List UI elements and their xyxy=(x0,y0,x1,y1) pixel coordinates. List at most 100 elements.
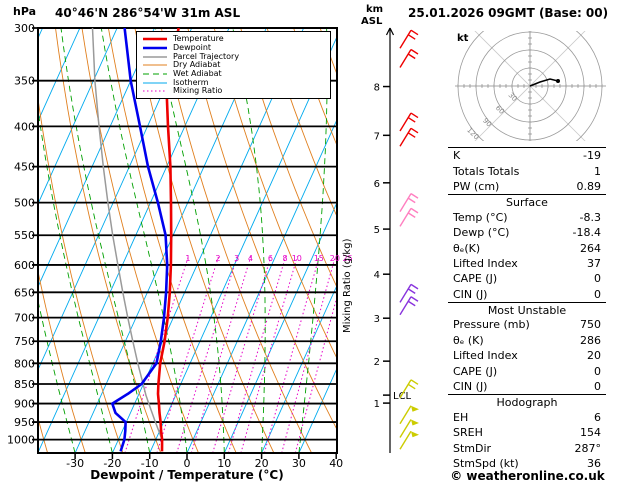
legend-item-label: Parcel Trajectory xyxy=(173,51,240,61)
row-label: Temp (°C) xyxy=(453,210,508,224)
km-tick-label: 1 xyxy=(374,399,380,410)
hodograph-ring-label: 30 xyxy=(507,91,519,103)
temperature-curve xyxy=(156,28,180,452)
wind-barb xyxy=(399,283,419,303)
table-row: Dewp (°C) -18.4 xyxy=(448,225,606,240)
temp-tick-labels: -30 -20 -10 0 10 20 30 40 xyxy=(66,454,343,470)
row-value: 36 xyxy=(587,457,601,470)
temp-tick-label: 10 xyxy=(217,457,231,470)
row-value: 286 xyxy=(580,333,601,347)
legend-box: Temperature Dewpoint Parcel Trajectory Dry … xyxy=(136,31,331,99)
row-value: 6 xyxy=(594,410,601,424)
row-label: StmSpd (kt) xyxy=(453,457,519,470)
lcl-label: LCL xyxy=(393,391,412,402)
background-lines xyxy=(38,28,337,453)
dewpoint-curve xyxy=(111,28,169,452)
hodograph-ring xyxy=(493,49,567,123)
hodograph-ring-label: 60 xyxy=(494,104,506,116)
temp-tick-label: 40 xyxy=(329,457,343,470)
temp-tick-label: -20 xyxy=(103,457,121,470)
wind-barb xyxy=(399,29,419,49)
legend-item-label: Dewpoint xyxy=(173,43,212,53)
row-value: 264 xyxy=(580,241,601,255)
wind-barb xyxy=(399,430,419,450)
legend-item: Parcel Trajectory xyxy=(142,52,330,61)
pressure-tick-label: 950 xyxy=(14,416,35,429)
mixing-ratio-value-label: 20 xyxy=(330,254,340,263)
temp-axis-label: Dewpoint / Temperature (°C) xyxy=(90,468,284,482)
table-row: Pressure (mb) 750 xyxy=(448,317,606,332)
wind-barb xyxy=(399,419,419,438)
mixing-ratio-value-label: 25 xyxy=(343,254,353,263)
table-row: CAPE (J) 0 xyxy=(448,271,606,286)
row-value: 20 xyxy=(587,349,601,363)
run-date-title: 25.01.2026 09GMT (Base: 00) xyxy=(408,6,609,20)
hodograph-trace-end-dot xyxy=(556,79,560,83)
hodograph-unit-label: kt xyxy=(457,33,469,44)
table-row: CIN (J) 0 xyxy=(448,379,606,394)
legend-line-sample xyxy=(143,38,167,41)
row-value: 0 xyxy=(594,287,601,301)
row-label: Totals Totals xyxy=(453,164,520,178)
km-tick-label: 3 xyxy=(374,314,380,325)
row-label: EH xyxy=(453,410,469,424)
wind-barb xyxy=(399,405,419,425)
table-row: EH 6 xyxy=(448,410,606,425)
temp-tick-label: 20 xyxy=(255,457,269,470)
table-row: StmSpd (kt) 36 xyxy=(448,456,606,471)
indices-table: K -19 Totals Totals 1 PW (cm) 0.89 Surface Temp… xyxy=(448,147,606,471)
row-label: StmDir xyxy=(453,441,492,455)
km-axis-unit: km xyxy=(366,4,384,15)
copyright: © weatheronline.co.uk xyxy=(450,469,605,483)
row-value: 287° xyxy=(574,441,602,455)
km-tick-label: 6 xyxy=(374,179,380,190)
row-value: 0 xyxy=(594,272,601,286)
pressure-tick-label: 300 xyxy=(14,22,35,35)
km-axis: 1 2 3 4 5 6 7 8 LCL xyxy=(374,27,412,453)
legend-item: Wet Adiabat xyxy=(142,70,330,79)
section-header-label: Hodograph xyxy=(496,395,558,409)
pressure-tick-label: 750 xyxy=(14,335,35,348)
row-value: 37 xyxy=(587,256,601,270)
pressure-tick-label: 850 xyxy=(14,378,35,391)
wind-barb xyxy=(399,207,419,227)
table-row: K -19 xyxy=(448,148,606,163)
hodograph-ring xyxy=(457,31,603,141)
row-label: CAPE (J) xyxy=(453,364,498,378)
legend-line-sample xyxy=(143,90,167,92)
mixing-ratio-value-label: 2 xyxy=(215,254,220,263)
pressure-tick-label: 600 xyxy=(14,259,35,272)
mixing-ratio-value-labels: 1 2 3 4 6 8 10 15 20 25 xyxy=(185,254,352,263)
legend-line-sample xyxy=(143,73,167,75)
dry-adiabat-lines xyxy=(38,28,337,453)
parcel-trajectory-curve xyxy=(91,28,163,440)
row-value: 1 xyxy=(594,164,601,178)
row-value: 0.89 xyxy=(576,179,602,193)
row-label: θₑ (K) xyxy=(453,333,484,347)
hodograph-ring-label: 120 xyxy=(465,126,480,141)
wind-barb xyxy=(399,379,419,399)
row-label: CIN (J) xyxy=(453,380,488,394)
table-row: Temp (°C) -8.3 xyxy=(448,210,606,225)
pressure-tick-label: 900 xyxy=(14,398,35,411)
station-title: 40°46'N 286°54'W 31m ASL xyxy=(55,6,241,20)
row-label: θₑ(K) xyxy=(453,241,481,255)
temp-tick-label: 0 xyxy=(184,457,191,470)
legend-item: Dewpoint xyxy=(142,44,330,53)
row-label: Pressure (mb) xyxy=(453,318,530,332)
wind-barbs xyxy=(399,29,419,450)
table-row: StmDir 287° xyxy=(448,440,606,455)
legend-line-sample xyxy=(143,64,167,66)
table-row: θₑ(K) 264 xyxy=(448,240,606,255)
row-value: 154 xyxy=(580,426,601,440)
pressure-tick-label: 450 xyxy=(14,161,35,174)
km-tick-label: 5 xyxy=(374,225,380,236)
legend-item-label: Wet Adiabat xyxy=(173,69,222,79)
pressure-tick-label: 1000 xyxy=(7,434,35,447)
hodograph-ring-label: 90 xyxy=(481,117,493,129)
wind-barb xyxy=(399,193,419,212)
legend-line-sample xyxy=(143,82,167,84)
